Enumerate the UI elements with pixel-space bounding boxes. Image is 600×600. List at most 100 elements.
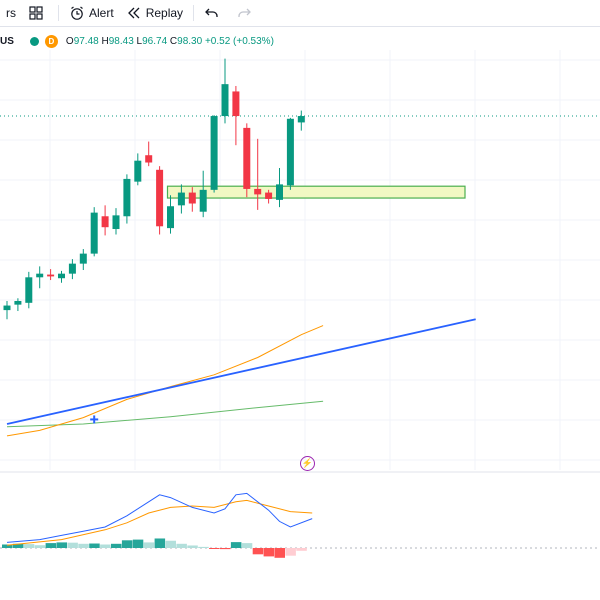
candle-body — [3, 305, 11, 311]
histogram-bar — [56, 542, 67, 548]
histogram-bar — [78, 543, 89, 548]
histogram-bar — [263, 548, 275, 557]
histogram-bar — [121, 540, 133, 548]
undo-icon — [205, 8, 218, 17]
histogram-bar — [111, 543, 122, 548]
candle — [123, 174, 131, 224]
macd-pane — [0, 492, 600, 558]
histogram-bar — [198, 546, 209, 548]
rewind-icon — [127, 7, 140, 19]
histogram-bar — [89, 543, 100, 548]
symbol-legend: US D O97.48 H98.43 L96.74 C98.30 +0.52 (… — [0, 33, 274, 49]
histogram-bar — [154, 538, 166, 548]
histogram-bar — [132, 539, 144, 548]
layout-button[interactable] — [22, 0, 54, 26]
alert-button[interactable]: Alert — [63, 0, 120, 26]
undo-button[interactable] — [198, 0, 230, 26]
candle-body — [123, 178, 131, 217]
close-value: 98.30 — [177, 35, 203, 47]
candle — [47, 269, 55, 281]
redo-icon — [238, 8, 251, 17]
candle — [297, 110, 305, 131]
candle-body — [47, 274, 55, 277]
candle-body — [210, 116, 218, 190]
candle — [156, 166, 164, 235]
candle — [145, 141, 153, 167]
change-value: +0.52 (+0.53%) — [204, 35, 274, 47]
candle — [25, 271, 33, 309]
histogram-bar — [230, 542, 242, 548]
candle-body — [58, 273, 65, 279]
replay-label: Replay — [145, 6, 184, 20]
candle — [199, 170, 207, 218]
candle — [68, 259, 76, 280]
candle-body — [145, 155, 153, 163]
low-key: L — [136, 35, 143, 47]
lightning-icon[interactable]: ⚡ — [300, 456, 315, 471]
symbol-name[interactable]: US — [0, 35, 14, 47]
indicators-label: rs — [6, 6, 16, 20]
candle — [221, 58, 229, 124]
candle — [101, 205, 109, 236]
data-badge: D — [44, 34, 58, 48]
macd-line — [6, 492, 313, 543]
histogram-bar — [23, 544, 35, 548]
candle — [177, 184, 185, 214]
candle — [286, 117, 294, 190]
candle-body — [134, 160, 142, 182]
candle-body — [79, 253, 87, 264]
alert-label: Alert — [89, 6, 114, 20]
support-zone-box — [166, 185, 466, 199]
histogram-bar — [296, 548, 307, 551]
candle — [36, 266, 44, 289]
histogram-bar — [252, 548, 264, 555]
ma-fast-line — [6, 325, 324, 437]
low-value: 96.74 — [142, 35, 168, 47]
candle-body — [36, 273, 44, 278]
histogram-bar — [285, 548, 296, 556]
ohlc-values: O97.48 H98.43 L96.74 C98.30 +0.52 (+0.53… — [66, 36, 274, 47]
candle — [112, 208, 120, 235]
candle — [79, 249, 87, 271]
candle-body — [232, 91, 240, 117]
toolbar-divider — [193, 5, 195, 21]
histogram-bar — [220, 548, 231, 550]
candle — [167, 195, 174, 234]
chart-grid — [0, 50, 600, 473]
candle — [254, 138, 262, 210]
candle-body — [112, 215, 120, 230]
histogram-bar — [187, 545, 198, 548]
candle-body — [68, 263, 76, 274]
candle — [243, 123, 251, 198]
open-key: O — [65, 35, 74, 47]
indicators-button[interactable]: rs — [0, 0, 22, 26]
histogram-bar — [100, 544, 111, 548]
histogram-bar — [67, 542, 78, 548]
candle-body — [286, 118, 294, 186]
histogram-bar — [209, 548, 220, 549]
close-key: C — [169, 35, 178, 47]
candle-body — [276, 184, 283, 200]
candle — [58, 270, 65, 283]
candle — [134, 153, 142, 186]
candle — [3, 301, 11, 320]
candle-body — [101, 216, 109, 228]
candle-body — [221, 84, 229, 117]
trendline — [6, 318, 476, 425]
candles — [3, 58, 305, 320]
signal-line — [6, 499, 313, 546]
high-key: H — [101, 35, 109, 47]
redo-button[interactable] — [230, 0, 262, 26]
candle — [90, 207, 98, 257]
support-zone — [166, 185, 466, 199]
chart-markers — [90, 415, 99, 424]
histogram-bar — [12, 543, 24, 548]
histogram-bar — [2, 544, 13, 548]
market-status-icon — [29, 36, 39, 46]
candle — [232, 85, 240, 146]
histogram-bar — [45, 543, 57, 548]
candle — [276, 167, 283, 208]
replay-button[interactable]: Replay — [120, 0, 189, 26]
histogram-bar — [176, 543, 187, 548]
